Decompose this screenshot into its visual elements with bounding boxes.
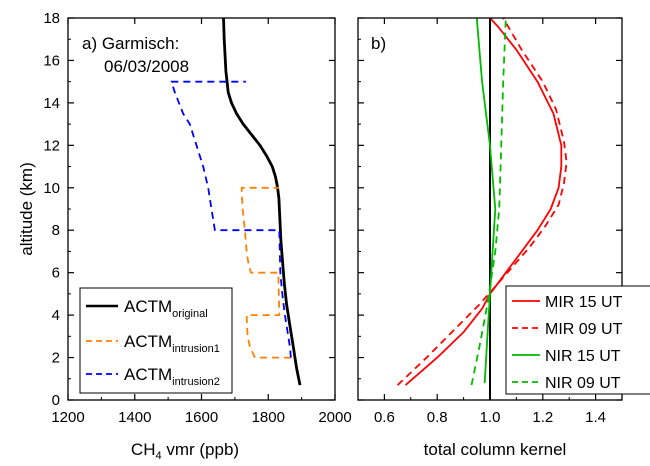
y-tick-label: 12 xyxy=(43,137,60,154)
legend-label-mir09: MIR 09 UT xyxy=(545,321,623,338)
y-tick-label: 4 xyxy=(52,307,60,324)
legend-label-nir15: NIR 15 UT xyxy=(545,348,621,365)
series-line-intrusion2 xyxy=(170,80,292,358)
series-line-nir-15-ut xyxy=(475,18,497,384)
y-tick-label: 6 xyxy=(52,265,60,282)
panel-b-plot-area xyxy=(396,18,568,400)
panel-b-y-ticks xyxy=(358,17,622,401)
x-tick-label: 1200 xyxy=(51,409,84,426)
x-tick-label: 1800 xyxy=(252,409,285,426)
y-tick-label: 8 xyxy=(52,222,60,239)
panel-a-date: 06/03/2008 xyxy=(104,57,189,76)
legend-label-intrusion2: ACTMintrusion2 xyxy=(124,365,220,388)
series-line-original xyxy=(222,18,302,386)
y-tick-label: 16 xyxy=(43,52,60,69)
panel-b-legend-box xyxy=(505,285,650,395)
panel-a-x-ticks: 1200 1400 1600 1800 2000 xyxy=(51,18,352,426)
x-tick-label: 2000 xyxy=(318,409,351,426)
panel-a-label: a) Garmisch: xyxy=(82,34,179,53)
y-tick-label: 10 xyxy=(43,180,60,197)
series-line-mir-15-ut xyxy=(404,18,563,386)
panel-b: 0.6 0.8 1.0 1.2 1.4 b) total column kernel M… xyxy=(357,17,650,459)
x-tick-label: 1600 xyxy=(185,409,218,426)
legend-label-intrusion1: ACTMintrusion1 xyxy=(124,332,220,355)
y-tick-label: 18 xyxy=(43,10,60,27)
y-tick-label: 14 xyxy=(43,95,60,112)
x-tick-label: 1.2 xyxy=(532,409,553,426)
panel-a-plot-area xyxy=(170,18,302,386)
legend-label-original: ACTMoriginal xyxy=(124,297,208,320)
legend-label-mir15: MIR 15 UT xyxy=(545,294,623,311)
x-tick-label: 1400 xyxy=(118,409,151,426)
series-line-nir-09-ut xyxy=(470,18,507,386)
y-tick-label: 2 xyxy=(52,350,60,367)
panel-b-label: b) xyxy=(371,34,386,53)
x-tick-label: 1.0 xyxy=(480,409,501,426)
y-tick-label: 0 xyxy=(52,392,60,409)
series-line-mir-09-ut xyxy=(396,18,568,386)
panel-a-legend: ACTMoriginal ACTMintrusion1 ACTMintrusio… xyxy=(79,287,233,394)
panel-a-y-axis-label: altitude (km) xyxy=(17,162,36,256)
legend-label-nir09: NIR 09 UT xyxy=(545,375,621,392)
panel-a-y-ticks: 0 2 4 6 8 10 12 14 16 18 xyxy=(43,10,335,409)
panel-b-legend: MIR 15 UT MIR 09 UT NIR 15 UT NIR 09 UT xyxy=(505,285,650,395)
x-tick-label: 1.4 xyxy=(585,409,606,426)
x-tick-label: 0.8 xyxy=(427,409,448,426)
panel-b-x-ticks: 0.6 0.8 1.0 1.2 1.4 xyxy=(374,18,606,426)
x-tick-label: 0.6 xyxy=(374,409,395,426)
series-line-intrusion1 xyxy=(240,186,291,359)
panel-a: 1200 1400 1600 1800 2000 0 2 4 6 8 10 12 14 16 18 a) … xyxy=(17,10,352,462)
panel-b-x-axis-label: total column kernel xyxy=(424,440,567,459)
panel-a-x-axis-label: CH4 vmr (ppb) xyxy=(131,440,239,462)
